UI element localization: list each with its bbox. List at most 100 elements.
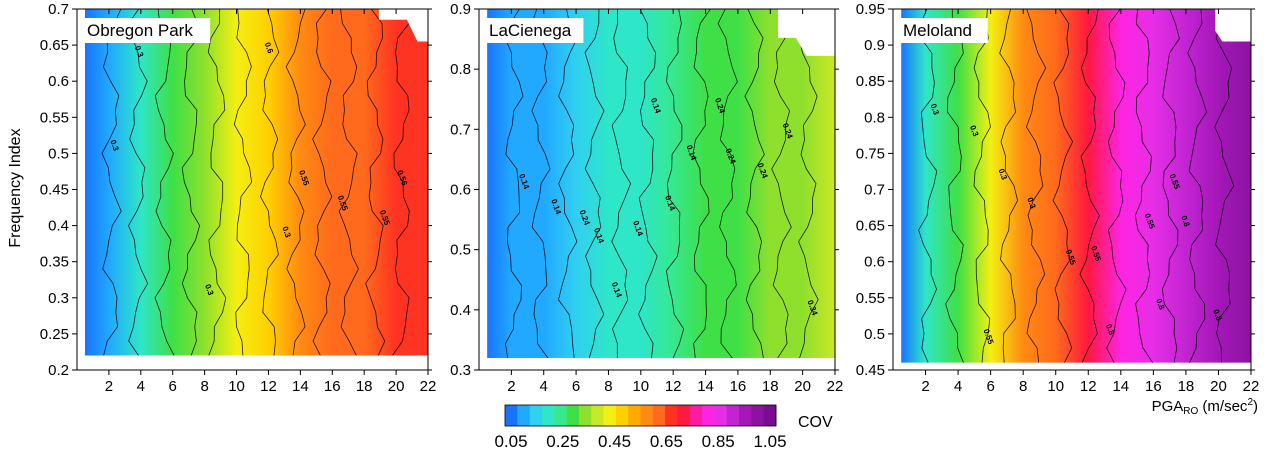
contour-value-label: 0.8 — [1154, 297, 1166, 311]
panel-3: 0.30.30.30.30.550.55 0.550.550.550.80.80.… — [856, 1, 1260, 395]
x-tick-label: 22 — [827, 378, 844, 395]
x-tick-label: 16 — [324, 378, 341, 395]
y-tick-label: 0.95 — [856, 1, 885, 18]
contour-line — [1187, 9, 1208, 363]
x-tick-label: 10 — [228, 378, 245, 395]
contour-field — [84, 9, 429, 356]
contour-line — [1161, 9, 1180, 363]
x-tick-label: 18 — [356, 378, 373, 395]
colorbar-swatch — [640, 405, 654, 426]
colorbar-swatch — [702, 405, 715, 426]
panel-title-box — [895, 18, 988, 43]
contour-value-label: 0.6 — [263, 41, 275, 55]
x-tick-label: 14 — [697, 378, 714, 395]
y-tick-label: 0.4 — [450, 302, 471, 319]
panel-title-box — [79, 18, 211, 43]
colorbar-swatch — [726, 405, 740, 426]
x-tick-label: 12 — [260, 378, 277, 395]
contour-line — [692, 9, 711, 358]
colorbar-swatch — [554, 405, 567, 426]
y-tick-label: 0.7 — [450, 121, 471, 138]
contour-value-label: 0.3 — [1025, 196, 1037, 210]
y-tick-label: 0.65 — [40, 37, 69, 54]
y-tick-label: 0.8 — [450, 61, 471, 78]
contour-value-label: 0.3 — [133, 45, 145, 59]
y-tick-label: 0.9 — [450, 1, 471, 18]
y-tick-label: 0.7 — [48, 1, 69, 18]
x-axis-label: PGARO (m/sec2) — [1152, 397, 1258, 417]
panel-title: Obregon Park — [79, 18, 211, 43]
y-tick-label: 0.5 — [48, 145, 69, 162]
contour-line — [1134, 9, 1154, 363]
contour-line — [260, 9, 280, 356]
contour-line — [1214, 9, 1235, 363]
contour-line — [798, 9, 819, 358]
y-tick-label: 0.75 — [856, 145, 885, 162]
x-tick-label: 4 — [137, 378, 145, 395]
missing-data-region — [1215, 9, 1251, 42]
x-tick-label: 20 — [794, 378, 811, 395]
y-tick-label: 0.25 — [40, 326, 69, 343]
y-tick-label: 0.55 — [40, 109, 69, 126]
x-tick-label: 6 — [986, 378, 994, 395]
panel-2: 0.140.140.14 0.140.140.140.140.140.240.24… — [450, 1, 843, 395]
contour-line — [207, 9, 227, 356]
colorbar-tick-label: 0.05 — [494, 432, 527, 451]
y-tick-label: 0.55 — [856, 290, 885, 307]
colorbar-tick-label: 0.45 — [598, 432, 631, 451]
colorbar: 0.05 0.25 0.45 0.65 0.85 1.05 — [494, 404, 787, 451]
contour-line — [665, 9, 685, 358]
y-tick-label: 0.5 — [450, 242, 471, 259]
colorbar-swatch — [517, 405, 531, 426]
x-tick-label: 22 — [1243, 378, 1260, 395]
contour-line — [1106, 9, 1127, 363]
colorbar-swatch — [566, 405, 580, 426]
contour-line — [233, 9, 253, 356]
contour-value-label: 0.3 — [929, 102, 941, 116]
contour-line — [128, 9, 149, 356]
contour-field — [901, 9, 1251, 363]
colorbar-swatch — [505, 405, 518, 426]
colorbar-swatch — [751, 405, 765, 426]
contour-line — [1052, 9, 1074, 363]
colorbar-swatch — [591, 405, 604, 426]
x-tick-label: 10 — [632, 378, 649, 395]
contour-line — [504, 9, 524, 358]
y-tick-label: 0.8 — [864, 109, 885, 126]
panel-title: Meloland — [895, 18, 988, 43]
x-tick-label: 4 — [954, 378, 962, 395]
contour-line — [285, 9, 306, 356]
colorbar-tick-label: 0.65 — [650, 432, 683, 451]
contour-line — [558, 9, 578, 358]
colorbar-swatch — [714, 405, 728, 426]
x-tick-label: 10 — [1047, 378, 1064, 395]
y-tick-label: 0.35 — [40, 254, 69, 271]
colorbar-swatch — [677, 405, 691, 426]
contour-line — [945, 9, 964, 363]
panel-title: LaCienega — [481, 18, 584, 43]
x-tick-label: 6 — [572, 378, 580, 395]
y-tick-label: 0.6 — [48, 73, 69, 90]
contour-line — [638, 9, 658, 358]
contour-line — [771, 9, 792, 358]
contour-line — [584, 9, 605, 358]
colorbar-tick-label: 0.25 — [546, 432, 579, 451]
y-tick-label: 0.45 — [40, 182, 69, 199]
contour-line — [717, 9, 738, 358]
contour-value-label: 0.3 — [203, 283, 215, 297]
x-axis-label-unit: (m/sec — [1198, 398, 1248, 415]
x-tick-label: 22 — [420, 378, 437, 395]
x-tick-label: 12 — [665, 378, 682, 395]
y-tick-label: 0.2 — [48, 362, 69, 379]
contour-value-label: 0.3 — [280, 225, 292, 239]
contour-fill — [487, 9, 835, 358]
contour-value-label: 0.3 — [108, 139, 120, 153]
y-tick-label: 0.7 — [864, 182, 885, 199]
missing-data-region — [378, 9, 428, 42]
colorbar-swatch — [628, 405, 641, 426]
x-tick-label: 4 — [540, 378, 548, 395]
colorbar-swatch — [739, 405, 752, 426]
x-axis-label-close: ) — [1253, 398, 1258, 415]
